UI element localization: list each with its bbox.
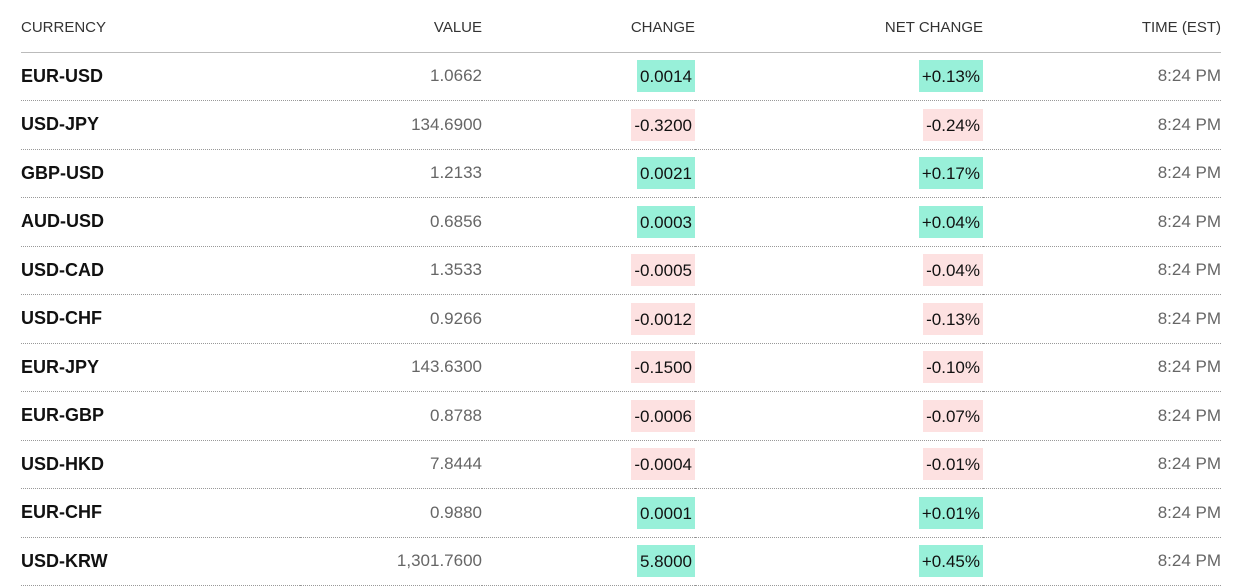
- net-change-cell: -0.24%: [695, 100, 983, 150]
- net-change-cell: -0.01%: [695, 440, 983, 489]
- currency-row: EUR-JPY 143.6300 -0.1500 -0.10% 8:24 PM: [21, 343, 1221, 392]
- change-cell: -0.1500: [482, 343, 695, 392]
- change-cell: -0.0012: [482, 294, 695, 344]
- net-change-cell: -0.13%: [695, 294, 983, 344]
- net-change-cell: +0.13%: [695, 52, 983, 101]
- currency-cell: AUD-USD: [21, 197, 300, 247]
- change-badge: 5.8000: [637, 545, 695, 578]
- value-cell: 1.0662: [300, 52, 482, 101]
- time-cell: 8:24 PM: [983, 294, 1221, 344]
- change-badge: -0.0004: [631, 448, 695, 481]
- change-badge: 0.0014: [637, 60, 695, 93]
- currency-cell: USD-CHF: [21, 294, 300, 344]
- net-change-cell: +0.04%: [695, 197, 983, 247]
- header-currency: CURRENCY: [21, 0, 300, 53]
- table-header: CURRENCY VALUE CHANGE NET CHANGE TIME (EST): [21, 0, 1221, 53]
- net-change-cell: -0.07%: [695, 391, 983, 441]
- currency-cell: USD-HKD: [21, 440, 300, 489]
- currency-row: EUR-CHF 0.9880 0.0001 +0.01% 8:24 PM: [21, 488, 1221, 538]
- currency-row: USD-KRW 1,301.7600 5.8000 +0.45% 8:24 PM: [21, 537, 1221, 586]
- currency-row: USD-HKD 7.8444 -0.0004 -0.01% 8:24 PM: [21, 440, 1221, 489]
- header-time: TIME (EST): [983, 0, 1221, 53]
- time-cell: 8:24 PM: [983, 246, 1221, 295]
- currency-row: EUR-GBP 0.8788 -0.0006 -0.07% 8:24 PM: [21, 391, 1221, 441]
- currency-row: USD-JPY 134.6900 -0.3200 -0.24% 8:24 PM: [21, 100, 1221, 150]
- change-badge: -0.0005: [631, 254, 695, 287]
- currency-row: AUD-USD 0.6856 0.0003 +0.04% 8:24 PM: [21, 197, 1221, 247]
- change-cell: 0.0021: [482, 149, 695, 198]
- change-cell: 0.0001: [482, 488, 695, 538]
- change-badge: 0.0001: [637, 496, 695, 529]
- currency-cell: EUR-JPY: [21, 343, 300, 392]
- net-change-badge: +0.04%: [918, 205, 983, 238]
- change-cell: -0.0004: [482, 440, 695, 489]
- change-cell: -0.0005: [482, 246, 695, 295]
- net-change-badge: -0.10%: [923, 351, 983, 384]
- change-badge: 0.0021: [637, 157, 695, 190]
- time-cell: 8:24 PM: [983, 149, 1221, 198]
- time-cell: 8:24 PM: [983, 537, 1221, 586]
- currency-row: GBP-USD 1.2133 0.0021 +0.17% 8:24 PM: [21, 149, 1221, 198]
- time-cell: 8:24 PM: [983, 52, 1221, 101]
- value-cell: 1,301.7600: [300, 537, 482, 586]
- value-cell: 143.6300: [300, 343, 482, 392]
- value-cell: 1.2133: [300, 149, 482, 198]
- currency-cell: GBP-USD: [21, 149, 300, 198]
- time-cell: 8:24 PM: [983, 100, 1221, 150]
- net-change-badge: +0.01%: [918, 496, 983, 529]
- net-change-badge: +0.45%: [918, 545, 983, 578]
- net-change-badge: +0.17%: [918, 157, 983, 190]
- value-cell: 134.6900: [300, 100, 482, 150]
- currency-cell: EUR-USD: [21, 52, 300, 101]
- value-cell: 0.9266: [300, 294, 482, 344]
- net-change-badge: -0.13%: [923, 302, 983, 335]
- value-cell: 0.8788: [300, 391, 482, 441]
- header-net-change: NET CHANGE: [695, 0, 983, 53]
- value-cell: 1.3533: [300, 246, 482, 295]
- value-cell: 7.8444: [300, 440, 482, 489]
- time-cell: 8:24 PM: [983, 440, 1221, 489]
- change-badge: 0.0003: [637, 205, 695, 238]
- net-change-cell: +0.17%: [695, 149, 983, 198]
- currency-cell: USD-CAD: [21, 246, 300, 295]
- value-cell: 0.6856: [300, 197, 482, 247]
- currency-row: USD-CAD 1.3533 -0.0005 -0.04% 8:24 PM: [21, 246, 1221, 295]
- net-change-badge: -0.01%: [923, 448, 983, 481]
- net-change-badge: -0.07%: [923, 399, 983, 432]
- change-cell: -0.0006: [482, 391, 695, 441]
- currency-table: CURRENCY VALUE CHANGE NET CHANGE TIME (EST) …: [21, 0, 1221, 586]
- net-change-badge: -0.24%: [923, 108, 983, 141]
- time-cell: 8:24 PM: [983, 197, 1221, 247]
- change-badge: -0.0012: [631, 302, 695, 335]
- header-value: VALUE: [300, 0, 482, 53]
- currency-cell: EUR-GBP: [21, 391, 300, 441]
- currency-row: EUR-USD 1.0662 0.0014 +0.13% 8:24 PM: [21, 52, 1221, 101]
- net-change-cell: -0.10%: [695, 343, 983, 392]
- net-change-cell: +0.01%: [695, 488, 983, 538]
- change-cell: 0.0003: [482, 197, 695, 247]
- table-body: EUR-USD 1.0662 0.0014 +0.13% 8:24 PM USD-JPY 1…: [21, 52, 1221, 586]
- currency-cell: EUR-CHF: [21, 488, 300, 538]
- currency-row: USD-CHF 0.9266 -0.0012 -0.13% 8:24 PM: [21, 294, 1221, 344]
- change-badge: -0.0006: [631, 399, 695, 432]
- header-row: CURRENCY VALUE CHANGE NET CHANGE TIME (EST): [21, 0, 1221, 53]
- time-cell: 8:24 PM: [983, 343, 1221, 392]
- currency-cell: USD-JPY: [21, 100, 300, 150]
- net-change-badge: -0.04%: [923, 254, 983, 287]
- change-badge: -0.3200: [631, 108, 695, 141]
- change-cell: -0.3200: [482, 100, 695, 150]
- net-change-cell: -0.04%: [695, 246, 983, 295]
- net-change-badge: +0.13%: [918, 60, 983, 93]
- net-change-cell: +0.45%: [695, 537, 983, 586]
- value-cell: 0.9880: [300, 488, 482, 538]
- time-cell: 8:24 PM: [983, 391, 1221, 441]
- time-cell: 8:24 PM: [983, 488, 1221, 538]
- currency-table-wrap: CURRENCY VALUE CHANGE NET CHANGE TIME (EST) …: [21, 0, 1221, 586]
- header-change: CHANGE: [482, 0, 695, 53]
- change-badge: -0.1500: [631, 351, 695, 384]
- change-cell: 5.8000: [482, 537, 695, 586]
- change-cell: 0.0014: [482, 52, 695, 101]
- currency-cell: USD-KRW: [21, 537, 300, 586]
